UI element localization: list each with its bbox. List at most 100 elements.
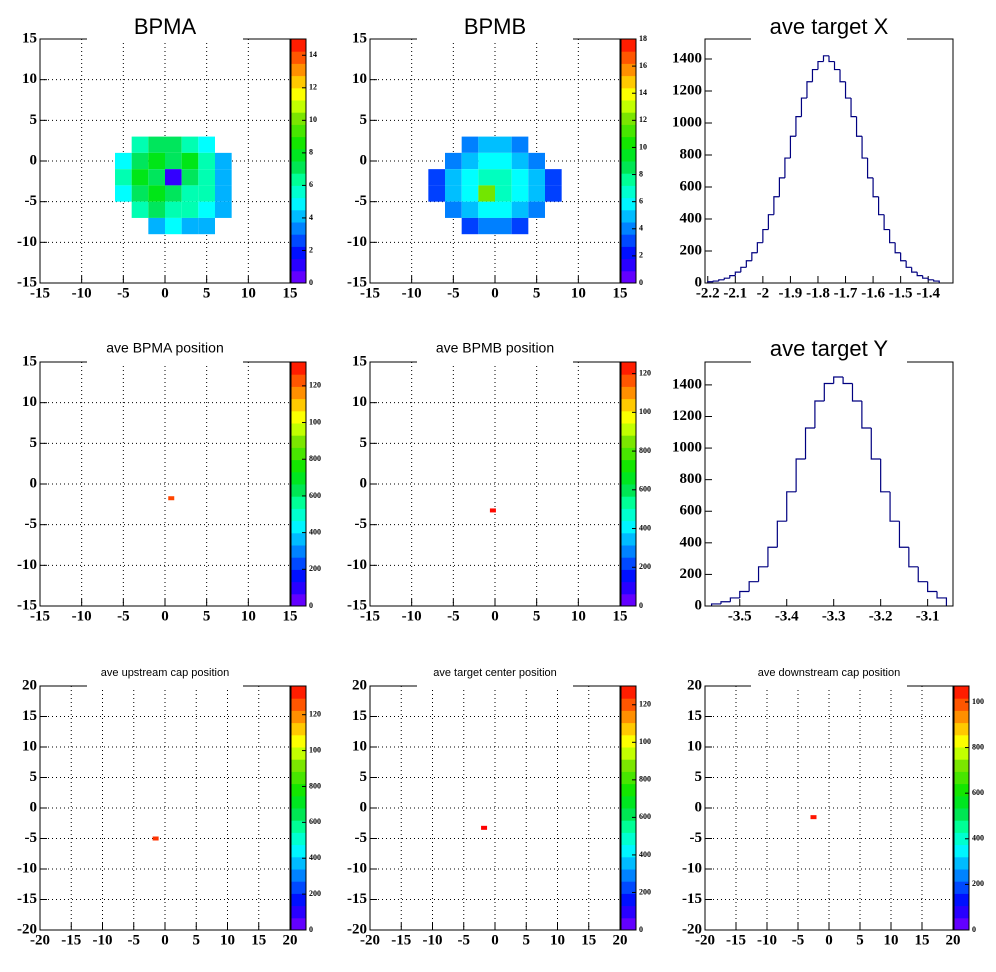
colorbar-tick-label: 100 xyxy=(309,745,321,754)
histogram-bin xyxy=(740,266,747,273)
histogram-bin xyxy=(850,98,857,118)
cell xyxy=(181,201,199,218)
y-tick-label: 10 xyxy=(352,738,367,754)
histogram-bin xyxy=(922,275,929,279)
x-tick-label: -1.9 xyxy=(779,285,803,301)
y-tick-label: 5 xyxy=(360,435,368,451)
cell xyxy=(148,169,165,186)
y-tick-label: 15 xyxy=(22,30,37,46)
colorbar-band xyxy=(291,917,306,931)
colorbar-band xyxy=(954,747,969,760)
y-tick-label: 5 xyxy=(30,769,38,785)
colorbar-band xyxy=(954,686,969,699)
cell xyxy=(215,185,232,202)
histogram-bin xyxy=(828,55,835,63)
x-tick-label: 0 xyxy=(161,608,169,624)
cell xyxy=(181,136,199,153)
cell xyxy=(495,201,512,218)
cell xyxy=(461,136,479,153)
histogram-bin xyxy=(767,546,778,567)
x-tick-label: -15 xyxy=(391,932,411,948)
cell xyxy=(445,185,462,202)
chart-title: ave target Y xyxy=(770,336,889,361)
cell xyxy=(181,169,199,186)
cell xyxy=(131,185,149,202)
histogram-bin xyxy=(833,376,844,384)
colorbar-band xyxy=(621,698,636,711)
colorbar-band xyxy=(621,844,636,858)
histogram-bin xyxy=(795,116,802,137)
x-tick-label: -1.5 xyxy=(889,285,913,301)
histogram-bin xyxy=(898,521,909,548)
colorbar-tick-label: 600 xyxy=(639,485,651,494)
y-tick-label: -15 xyxy=(17,891,37,907)
cell xyxy=(445,169,462,186)
histogram-bin xyxy=(806,81,813,99)
colorbar-tick-label: 120 xyxy=(639,700,651,709)
colorbar-frame xyxy=(620,38,637,284)
cell xyxy=(198,136,215,153)
colorbar-band xyxy=(291,820,306,833)
histogram-bin xyxy=(822,55,829,62)
colorbar-tick-label: 100 xyxy=(639,737,651,746)
x-tick-label: 15 xyxy=(283,608,298,624)
cell xyxy=(495,169,512,186)
colorbar-band xyxy=(621,734,636,748)
cell xyxy=(428,169,445,186)
colorbar-band xyxy=(291,869,306,882)
colorbar-band xyxy=(291,686,306,699)
x-tick-label: 15 xyxy=(251,932,266,948)
colorbar-band xyxy=(621,710,636,724)
cell xyxy=(152,836,159,841)
colorbar-band xyxy=(291,471,306,485)
y-tick-label: -10 xyxy=(347,234,367,250)
x-tick-label: 0 xyxy=(491,932,499,948)
x-tick-label: 10 xyxy=(241,608,256,624)
colorbar-band xyxy=(621,832,636,846)
y-tick-label: 15 xyxy=(352,30,367,46)
histogram-bin xyxy=(833,61,841,71)
cell xyxy=(489,508,496,513)
colorbar-band xyxy=(621,759,636,772)
colorbar-band xyxy=(291,87,306,101)
y-tick-label: 200 xyxy=(680,566,703,582)
histogram-bin xyxy=(786,491,797,522)
colorbar-band xyxy=(291,374,306,387)
y-tick-label: 0 xyxy=(360,799,368,815)
colorbar-frame xyxy=(290,38,307,284)
colorbar-tick-label: 18 xyxy=(639,34,647,43)
colorbar-band xyxy=(291,435,306,448)
histogram-bin xyxy=(933,279,940,283)
colorbar-band xyxy=(291,734,306,748)
colorbar-band xyxy=(291,386,306,400)
cell xyxy=(165,152,182,170)
colorbar-band xyxy=(621,173,636,186)
colorbar-band xyxy=(291,75,306,89)
cell xyxy=(445,152,462,170)
histogram-bin xyxy=(756,242,763,253)
y-tick-label: -20 xyxy=(682,921,702,937)
x-tick-label: -5 xyxy=(458,932,471,948)
x-tick-label: -1.7 xyxy=(834,285,858,301)
cell xyxy=(115,152,132,170)
x-tick-label: -5 xyxy=(447,608,460,624)
x-tick-label: -5 xyxy=(447,285,460,301)
colorbar-band xyxy=(291,893,306,907)
histogram-bin xyxy=(800,97,807,117)
y-tick-label: 5 xyxy=(360,769,368,785)
x-tick-label: -3.5 xyxy=(728,608,752,624)
y-tick-label: 1200 xyxy=(672,82,702,98)
colorbar-tick-label: 800 xyxy=(309,781,321,790)
colorbar-band xyxy=(291,39,306,52)
colorbar-band xyxy=(621,197,636,211)
histogram-bin xyxy=(748,581,759,592)
colorbar-band xyxy=(621,557,636,570)
x-tick-label: -10 xyxy=(93,932,113,948)
y-tick-label: 800 xyxy=(680,471,703,487)
x-tick-label: -15 xyxy=(30,285,50,301)
colorbar-band xyxy=(291,124,306,138)
title-box xyxy=(417,682,573,690)
colorbar-tick-label: 200 xyxy=(972,879,984,888)
x-tick-label: 0 xyxy=(491,608,499,624)
cell xyxy=(528,201,545,218)
